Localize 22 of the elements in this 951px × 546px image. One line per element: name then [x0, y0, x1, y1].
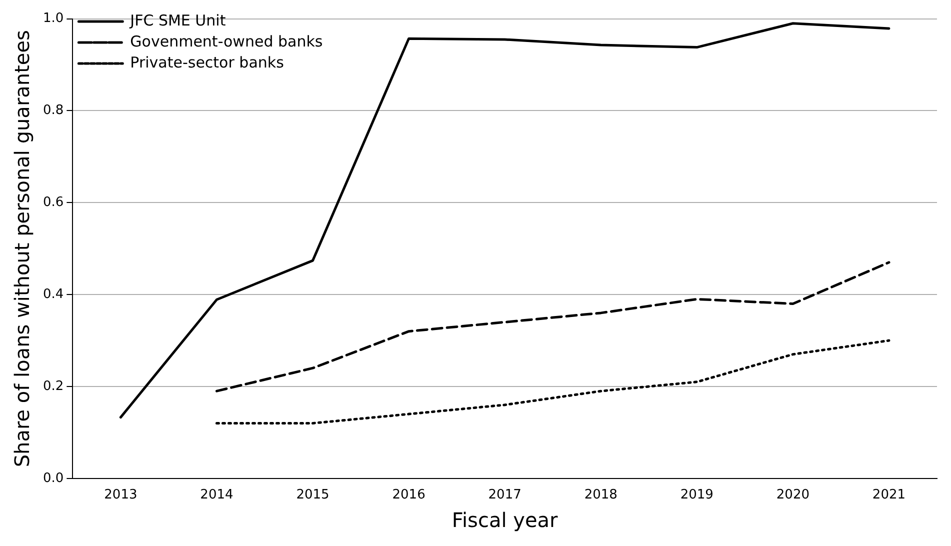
legend-label: JFC SME Unit	[129, 11, 226, 30]
x-tick-label: 2021	[872, 488, 906, 503]
x-axis-title: Fiscal year	[452, 508, 559, 532]
line-series	[215, 261, 890, 392]
y-tick-label: 0.2	[42, 378, 64, 394]
y-tick-label: 1.0	[42, 11, 64, 26]
x-tick-label: 2015	[296, 488, 330, 503]
x-tick-label: 2019	[680, 488, 714, 503]
y-tick-label: 0.6	[42, 195, 64, 210]
x-tick-label: 2013	[104, 488, 138, 503]
y-tick-label: 0.0	[42, 470, 64, 486]
y-tick-label: 0.4	[42, 286, 64, 302]
y-axis-title: Share of loans without personal guarantees	[10, 30, 34, 468]
x-tick-label: 2018	[584, 488, 618, 503]
line-series	[215, 339, 890, 424]
legend-label: Private-sector banks	[130, 53, 284, 72]
y-tick-label: 0.8	[42, 103, 64, 118]
x-tick-label: 2016	[392, 488, 426, 503]
x-tick-label: 2017	[488, 488, 522, 503]
legend-label: Govenment-owned banks	[130, 32, 323, 50]
x-tick-label: 2014	[200, 488, 234, 503]
x-tick-label: 2020	[776, 488, 810, 503]
